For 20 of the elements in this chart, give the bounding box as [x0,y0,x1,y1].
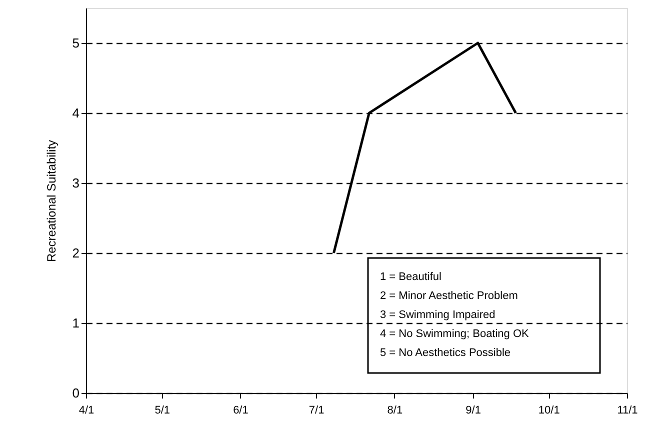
annotation: 1 = Beautiful [380,271,442,283]
x-tick-label: 6/1 [233,404,248,416]
annotation: 3 = Swimming Impaired [380,309,496,321]
x-tick-label: 9/1 [466,404,481,416]
x-tick-label: 11/1 [617,404,638,416]
y-tick-label: 3 [72,176,80,190]
y-tick-label: 1 [72,316,80,330]
x-tick-label: 8/1 [387,404,403,416]
x-tick-label: 10/1 [538,404,560,416]
y-tick-label: 2 [72,246,80,260]
annotation: 2 = Minor Aesthetic Problem [380,290,518,302]
x-tick-label: 7/1 [308,404,324,416]
annotation: 5 = No Aesthetics Possible [380,347,511,359]
y-tick-label: 4 [72,106,80,120]
y-tick-label: 0 [72,386,80,400]
x-tick-label: 5/1 [154,404,170,416]
x-tick-label: 4/1 [78,404,94,416]
y-tick-label: 5 [72,36,80,50]
y-axis-title: Recreational Suitability [44,140,58,262]
annotation: 4 = No Swimming; Boating OK [380,328,530,340]
